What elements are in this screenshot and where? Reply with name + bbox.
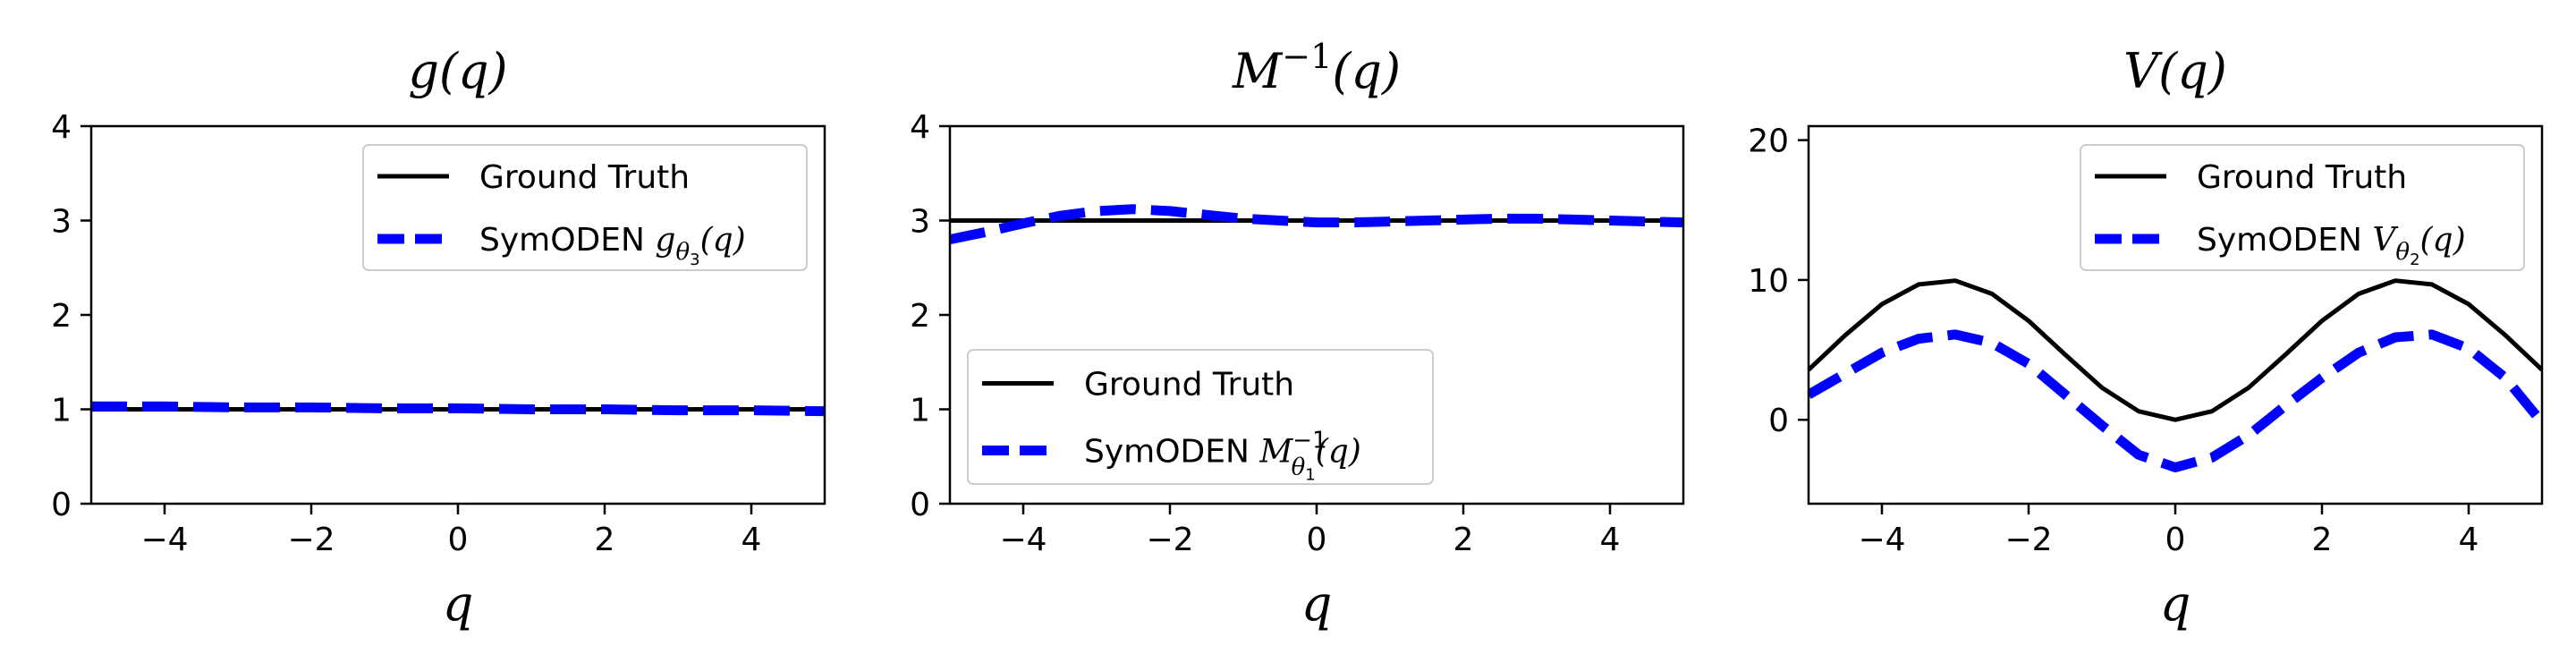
legend-box xyxy=(362,144,808,271)
legend: Ground Truth SymODEN gθ3(q) xyxy=(362,144,808,271)
y-tick-label: 1 xyxy=(51,393,72,429)
x-tick-label: −2 xyxy=(2004,522,2052,558)
x-tick-label: 2 xyxy=(595,522,615,558)
x-tick-label: 0 xyxy=(1307,522,1327,558)
legend-label-symoden: SymODEN Vθ2(q) xyxy=(2197,222,2466,269)
chart-title: g(q) xyxy=(408,43,507,99)
chart-panel-1: −4 −2 0 2 4 0 1 2 3 4 g(q) q Ground Truth SymODEN gθ3… xyxy=(51,43,826,632)
y-tick-label: 2 xyxy=(51,298,72,335)
x-tick-label: −4 xyxy=(140,522,188,558)
y-tick-label: 0 xyxy=(1768,403,1789,439)
y-tick-label: 4 xyxy=(51,109,72,146)
series-line-symoden xyxy=(1809,329,2542,472)
series-lines xyxy=(950,204,1683,244)
x-tick-label: 4 xyxy=(2459,522,2479,558)
x-axis-label: q xyxy=(1301,575,1333,632)
legend-label-symoden: SymODEN gθ3(q) xyxy=(479,222,746,269)
y-tick-label: 1 xyxy=(910,393,930,429)
legend-label-symoden: SymODEN M−1 θ1(q) xyxy=(1084,428,1361,485)
legend: Ground Truth SymODEN Vθ2(q) xyxy=(2080,144,2525,271)
series-lines xyxy=(1809,278,2542,472)
y-tick-label: 20 xyxy=(1748,123,1789,160)
chart-panel-2: −4 −2 0 2 4 0 1 2 3 4 M−1(q) q Ground Truth SymODEN M… xyxy=(910,37,1685,632)
y-tick-label: 3 xyxy=(51,204,72,241)
x-tick-label: −2 xyxy=(287,522,335,558)
y-tick-label: 2 xyxy=(910,298,930,335)
series-line-ground-truth xyxy=(1809,278,2542,422)
legend-label-ground-truth: Ground Truth xyxy=(1084,367,1294,403)
y-tick-label: 0 xyxy=(910,487,930,523)
x-tick-label: 0 xyxy=(2165,522,2186,558)
series-line-symoden xyxy=(950,204,1683,244)
legend-label-ground-truth: Ground Truth xyxy=(479,159,690,196)
x-axis-label: q xyxy=(2160,575,2191,632)
y-tick-label: 4 xyxy=(910,109,930,146)
y-tick-label: 3 xyxy=(910,204,930,241)
y-tick-label: 10 xyxy=(1748,263,1789,300)
legend-label-ground-truth: Ground Truth xyxy=(2197,159,2407,196)
x-tick-label: −2 xyxy=(1146,522,1193,558)
legend-box xyxy=(2080,144,2525,271)
chart-title: M−1(q) xyxy=(1232,37,1401,99)
x-tick-label: 2 xyxy=(1453,522,1474,558)
x-tick-label: −4 xyxy=(999,522,1046,558)
x-tick-label: 4 xyxy=(1600,522,1621,558)
series-lines xyxy=(91,401,825,417)
legend: Ground Truth SymODEN M−1 θ1(q) xyxy=(967,349,1434,485)
x-tick-label: 2 xyxy=(2312,522,2333,558)
legend-box xyxy=(967,349,1434,485)
y-tick-label: 0 xyxy=(51,487,72,523)
x-tick-label: −4 xyxy=(1858,522,1905,558)
x-tick-label: 0 xyxy=(448,522,469,558)
x-axis-label: q xyxy=(443,575,474,632)
x-tick-label: 4 xyxy=(741,522,762,558)
chart-title: V(q) xyxy=(2123,43,2227,99)
chart-panel-3: −4 −2 0 2 4 0 10 20 V(q) q Ground Truth SymODEN Vθ2… xyxy=(1748,43,2544,632)
series-line-symoden xyxy=(91,401,825,417)
